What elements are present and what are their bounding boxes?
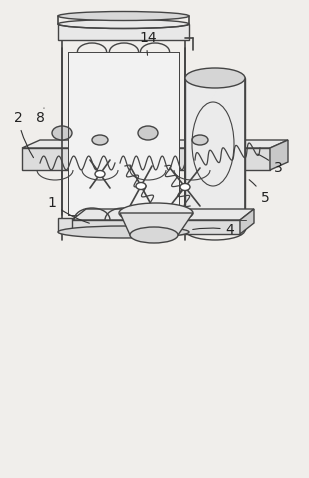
Ellipse shape (92, 135, 108, 145)
Ellipse shape (138, 126, 158, 140)
Ellipse shape (192, 135, 208, 145)
Ellipse shape (136, 183, 146, 189)
Polygon shape (270, 140, 288, 170)
Polygon shape (185, 78, 245, 230)
Ellipse shape (180, 184, 190, 191)
Polygon shape (72, 209, 254, 220)
Bar (68, 52, 179, 215)
Polygon shape (240, 209, 254, 234)
Polygon shape (58, 218, 189, 232)
Polygon shape (58, 24, 189, 40)
Ellipse shape (52, 126, 72, 140)
Text: 4: 4 (193, 223, 234, 237)
Text: 14: 14 (139, 31, 157, 55)
Text: 3: 3 (258, 154, 282, 175)
Ellipse shape (130, 227, 178, 243)
Polygon shape (22, 140, 288, 148)
Ellipse shape (185, 68, 245, 88)
Text: 1: 1 (48, 196, 89, 223)
Ellipse shape (119, 203, 193, 223)
Polygon shape (120, 213, 193, 235)
Ellipse shape (95, 171, 105, 177)
Ellipse shape (58, 11, 189, 21)
Text: 2: 2 (14, 111, 33, 158)
Polygon shape (72, 220, 240, 234)
Polygon shape (22, 148, 270, 170)
Text: 8: 8 (36, 108, 44, 125)
Text: 5: 5 (249, 180, 269, 205)
Ellipse shape (58, 226, 189, 238)
Ellipse shape (58, 20, 189, 29)
